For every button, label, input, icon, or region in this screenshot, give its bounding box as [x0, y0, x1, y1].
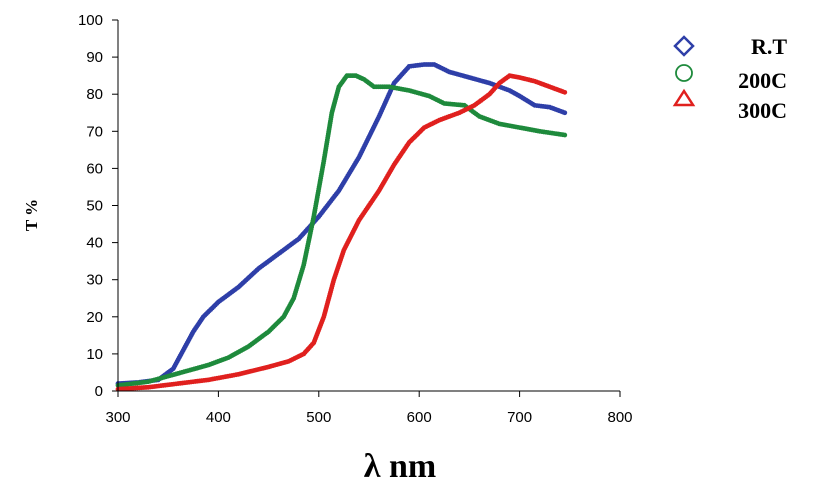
- series-0: [115, 62, 568, 386]
- y-tick-label: 0: [95, 383, 103, 400]
- legend-triangle-icon: [672, 88, 696, 107]
- legend-label: 300C: [738, 98, 787, 123]
- y-tick-label: 40: [86, 235, 103, 252]
- y-tick-label: 10: [86, 346, 103, 363]
- x-tick-label: 300: [105, 409, 130, 426]
- y-tick-label: 50: [86, 198, 103, 215]
- x-tick-label: 500: [306, 409, 331, 426]
- y-tick-label: 30: [86, 272, 103, 289]
- x-axis-label: λ nm: [364, 448, 436, 485]
- series-1: [115, 73, 568, 388]
- legend-label: 200C: [738, 68, 787, 93]
- data-point: [562, 89, 568, 95]
- y-axis-label: T %: [22, 199, 41, 231]
- x-tick-label: 700: [507, 409, 532, 426]
- legend: R.T 200C 300C: [672, 34, 787, 123]
- y-tick-label: 60: [86, 160, 103, 177]
- series-2: [115, 73, 568, 392]
- legend-circle-icon: [675, 64, 693, 82]
- legend-label: R.T: [751, 34, 787, 59]
- data-point: [562, 132, 568, 138]
- y-tick-label: 90: [86, 49, 103, 66]
- x-tick-label: 800: [607, 409, 632, 426]
- x-tick-label: 600: [407, 409, 432, 426]
- x-tick-label: 400: [206, 409, 231, 426]
- y-tick-label: 100: [78, 12, 103, 29]
- ticks: 300 400 500 600 700 800 0 10 20 30 40 50 60 70 80 90 100: [78, 12, 633, 426]
- y-tick-label: 20: [86, 309, 103, 326]
- series-layer: [115, 62, 568, 392]
- y-tick-label: 80: [86, 86, 103, 103]
- legend-diamond-icon: [673, 35, 695, 57]
- y-tick-label: 70: [86, 123, 103, 140]
- data-point: [562, 110, 568, 116]
